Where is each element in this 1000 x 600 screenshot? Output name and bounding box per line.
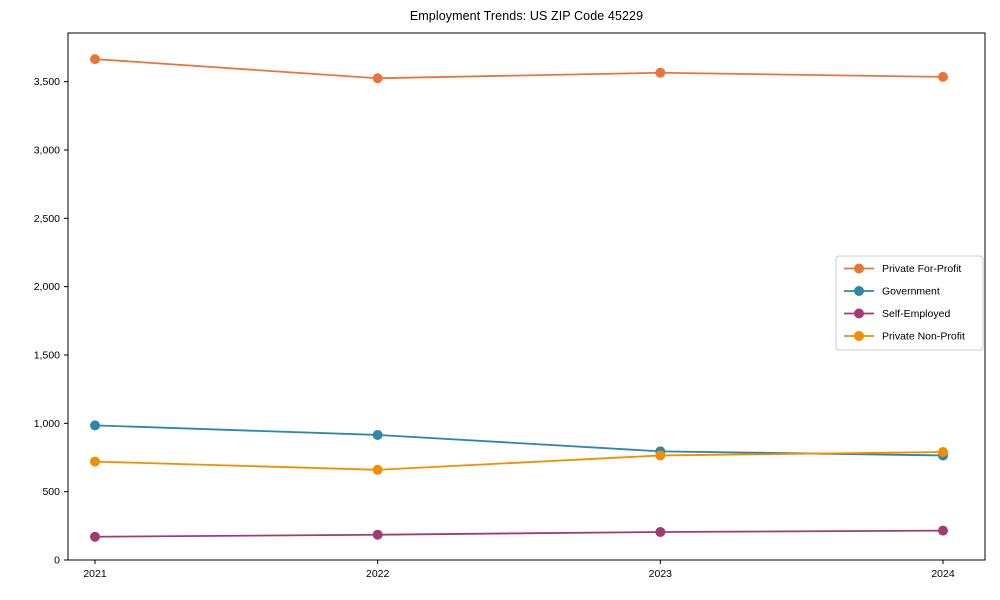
y-axis-tick-label: 500 (42, 486, 60, 498)
data-point-marker (372, 529, 383, 540)
data-point-marker (90, 531, 100, 542)
series-line (94, 529, 944, 538)
legend-marker (854, 263, 864, 274)
data-point-marker (655, 526, 666, 537)
legend-marker (854, 308, 864, 319)
legend-item: Self-Employed (844, 308, 950, 320)
x-axis-tick-label: 2021 (83, 568, 107, 580)
data-point-marker (90, 54, 100, 65)
y-axis-tick-label: 2,000 (34, 281, 60, 293)
legend-marker (854, 286, 864, 296)
series-private-for-profit (90, 54, 948, 84)
x-axis-tick-label: 2023 (649, 568, 673, 580)
legend-label: Private Non-Profit (882, 331, 965, 343)
data-point-marker (938, 525, 948, 536)
axes-frame (67, 32, 986, 561)
legend-label: Private For-Profit (882, 263, 961, 275)
data-point-marker (938, 71, 948, 82)
series-government (90, 420, 948, 461)
legend-item: Private For-Profit (844, 263, 961, 275)
y-axis-tick-label: 3,500 (34, 76, 60, 88)
y-axis-tick-label: 3,000 (34, 144, 60, 156)
y-axis-tick-label: 1,500 (34, 349, 60, 361)
data-point-marker (372, 73, 383, 84)
data-point-marker (372, 429, 383, 440)
legend: Private For-Profit Government Self-Employe… (835, 255, 984, 351)
data-point-marker (655, 67, 666, 78)
legend-label: Self-Employed (882, 308, 950, 320)
y-axis-tick-label: 2,500 (34, 213, 60, 225)
series-line (94, 58, 944, 80)
data-point-marker (90, 420, 100, 431)
data-point-marker (938, 447, 948, 458)
data-point-marker (655, 450, 666, 461)
legend-marker (854, 331, 864, 341)
chart-title: Employment Trends: US ZIP Code 45229 (409, 9, 644, 23)
series-self-employed (90, 525, 948, 542)
y-axis-tick-label: 1,000 (34, 418, 60, 430)
series-line (94, 451, 944, 471)
data-point-marker (372, 464, 383, 475)
y-axis-tick-label: 0 (54, 555, 60, 567)
x-axis-tick-label: 2022 (366, 568, 390, 580)
x-axis-tick-label: 2024 (931, 568, 955, 580)
series-private-non-profit (90, 447, 948, 475)
legend-label: Government (882, 286, 940, 298)
legend-item: Government (844, 286, 940, 298)
series-line (94, 424, 944, 457)
legend-box (835, 255, 984, 351)
data-point-marker (90, 456, 100, 467)
legend-item: Private Non-Profit (844, 331, 965, 343)
